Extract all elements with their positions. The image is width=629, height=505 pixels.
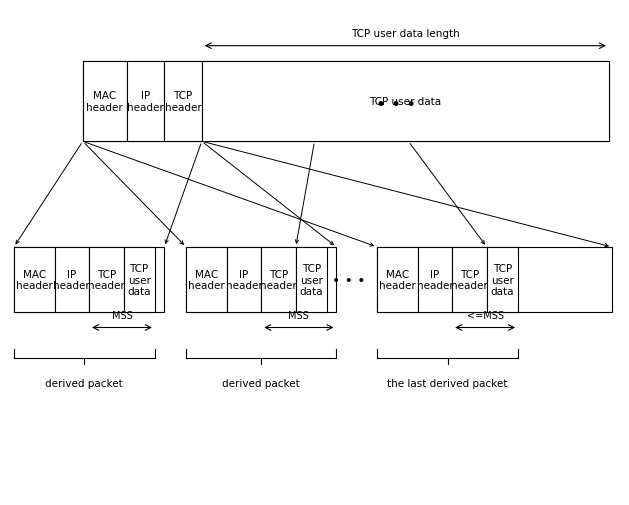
FancyBboxPatch shape <box>452 247 487 313</box>
Text: TCP
header: TCP header <box>260 269 297 291</box>
Text: IP
header: IP header <box>53 269 90 291</box>
Text: IP
header: IP header <box>416 269 454 291</box>
Text: TCP
header: TCP header <box>165 91 201 113</box>
FancyBboxPatch shape <box>227 247 261 313</box>
Text: IP
header: IP header <box>127 91 164 113</box>
Text: TCP user data: TCP user data <box>369 97 442 107</box>
Text: TCP
user
data: TCP user data <box>299 264 323 297</box>
Text: TCP
header: TCP header <box>88 269 125 291</box>
Text: MSS: MSS <box>111 310 132 320</box>
FancyBboxPatch shape <box>126 62 164 142</box>
FancyBboxPatch shape <box>202 62 609 142</box>
FancyBboxPatch shape <box>55 247 89 313</box>
Text: MAC
header: MAC header <box>379 269 416 291</box>
FancyBboxPatch shape <box>418 247 452 313</box>
Text: MAC
header: MAC header <box>16 269 53 291</box>
FancyBboxPatch shape <box>14 247 55 313</box>
FancyBboxPatch shape <box>83 62 126 142</box>
FancyBboxPatch shape <box>89 247 123 313</box>
FancyBboxPatch shape <box>123 247 155 313</box>
Text: MAC
header: MAC header <box>188 269 225 291</box>
Text: TCP
user
data: TCP user data <box>128 264 151 297</box>
FancyBboxPatch shape <box>377 247 612 313</box>
Text: TCP
user
data: TCP user data <box>491 264 514 297</box>
Text: • • •: • • • <box>332 273 365 287</box>
Text: the last derived packet: the last derived packet <box>387 378 508 388</box>
Text: TCP user data length: TCP user data length <box>351 29 460 39</box>
Text: MSS: MSS <box>289 310 309 320</box>
Text: MAC
header: MAC header <box>86 91 123 113</box>
FancyBboxPatch shape <box>261 247 296 313</box>
FancyBboxPatch shape <box>487 247 518 313</box>
FancyBboxPatch shape <box>83 62 609 142</box>
FancyBboxPatch shape <box>186 247 337 313</box>
FancyBboxPatch shape <box>14 247 164 313</box>
FancyBboxPatch shape <box>296 247 327 313</box>
FancyBboxPatch shape <box>164 62 202 142</box>
Text: • • •: • • • <box>376 95 416 113</box>
Text: <=MSS: <=MSS <box>467 310 504 320</box>
Text: IP
header: IP header <box>226 269 262 291</box>
Text: TCP
header: TCP header <box>451 269 488 291</box>
FancyBboxPatch shape <box>377 247 418 313</box>
Text: derived packet: derived packet <box>45 378 123 388</box>
Text: derived packet: derived packet <box>223 378 300 388</box>
FancyBboxPatch shape <box>186 247 227 313</box>
